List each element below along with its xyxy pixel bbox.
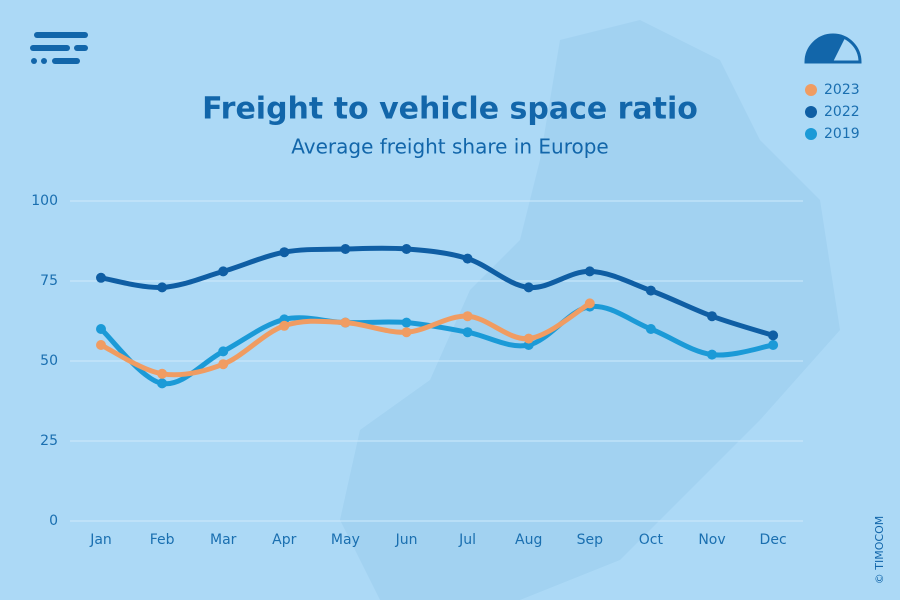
x-tick-label: Jul bbox=[458, 532, 476, 548]
data-point bbox=[523, 282, 534, 293]
x-tick-label: Jun bbox=[395, 532, 418, 548]
data-point bbox=[401, 244, 412, 254]
x-tick-label: May bbox=[331, 532, 360, 548]
gauge-icon bbox=[804, 33, 862, 64]
data-point bbox=[96, 272, 106, 283]
x-tick-label: Feb bbox=[150, 532, 175, 548]
legend-label: 2023 bbox=[824, 82, 860, 98]
data-point bbox=[401, 317, 412, 328]
data-point bbox=[96, 324, 106, 334]
data-point bbox=[645, 285, 656, 296]
data-point bbox=[768, 330, 779, 341]
data-point bbox=[523, 333, 534, 344]
y-tick-label: 50 bbox=[40, 353, 58, 369]
data-point bbox=[279, 320, 290, 331]
data-point bbox=[584, 298, 595, 309]
y-tick-label: 0 bbox=[49, 513, 58, 529]
data-point bbox=[401, 327, 412, 338]
legend-swatch bbox=[805, 128, 817, 140]
data-point bbox=[157, 378, 168, 389]
data-point bbox=[462, 253, 473, 264]
x-tick-label: Jan bbox=[89, 532, 112, 548]
legend-label: 2022 bbox=[824, 104, 860, 120]
data-point bbox=[584, 266, 595, 277]
data-point bbox=[279, 247, 290, 258]
data-point bbox=[707, 349, 717, 360]
data-point bbox=[645, 324, 656, 334]
y-tick-label: 75 bbox=[40, 273, 58, 289]
data-point bbox=[462, 311, 473, 322]
x-tick-label: Dec bbox=[760, 532, 787, 548]
chart-title: Freight to vehicle space ratio bbox=[202, 92, 698, 127]
data-point bbox=[707, 311, 717, 322]
legend-label: 2019 bbox=[824, 126, 860, 142]
data-point bbox=[96, 340, 106, 350]
data-point bbox=[157, 368, 168, 379]
data-point bbox=[218, 346, 229, 357]
data-point bbox=[340, 244, 351, 254]
data-point bbox=[157, 282, 168, 293]
data-point bbox=[340, 317, 351, 328]
y-tick-label: 25 bbox=[40, 433, 58, 449]
x-tick-label: Nov bbox=[698, 532, 725, 548]
data-point bbox=[218, 359, 229, 370]
data-point bbox=[768, 340, 779, 350]
legend-swatch bbox=[805, 106, 817, 118]
x-tick-label: Apr bbox=[272, 532, 296, 548]
data-point bbox=[462, 327, 473, 338]
y-tick-label: 100 bbox=[31, 193, 58, 209]
x-tick-label: Sep bbox=[577, 532, 604, 548]
x-tick-label: Oct bbox=[639, 532, 664, 548]
x-tick-label: Mar bbox=[210, 532, 237, 548]
chart-subtitle: Average freight share in Europe bbox=[291, 135, 608, 159]
data-point bbox=[218, 266, 229, 277]
copyright: © TIMOCOM bbox=[873, 516, 886, 584]
logo bbox=[30, 32, 88, 64]
legend-swatch bbox=[805, 84, 817, 96]
x-tick-label: Aug bbox=[515, 532, 542, 548]
